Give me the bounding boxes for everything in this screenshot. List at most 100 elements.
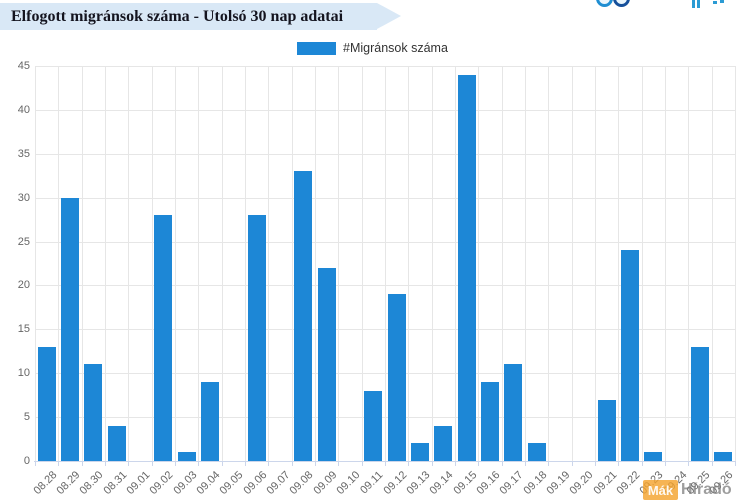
bar-09.25[interactable]	[691, 346, 709, 461]
x-axis-tick	[595, 462, 596, 466]
gridline-vertical	[501, 66, 503, 461]
watermark-site-text: Híradó	[681, 481, 732, 498]
x-axis-tick	[58, 462, 60, 466]
bar-08.29[interactable]	[61, 197, 79, 461]
bar-09.08[interactable]	[294, 171, 313, 461]
x-axis-tick	[35, 462, 36, 466]
bar-09.26[interactable]	[714, 452, 733, 461]
gridline-vertical	[548, 66, 550, 461]
x-axis-tick	[221, 462, 223, 466]
bar-09.23[interactable]	[644, 452, 663, 461]
bar-09.22[interactable]	[621, 250, 639, 461]
gridline-vertical	[268, 66, 270, 461]
gridline-vertical	[595, 66, 596, 461]
x-axis-tick	[105, 462, 106, 466]
y-axis-label: 40	[17, 103, 30, 116]
legend-label: #Migránsok száma	[343, 41, 448, 55]
ring-icon-left	[596, 0, 613, 7]
gridline-vertical	[665, 66, 666, 461]
gridline-vertical	[198, 66, 200, 461]
bar-chart: #Migránsok száma 0 5 10 15 20 25 30 35 40 45 08.28…	[0, 30, 739, 501]
bar-08.31[interactable]	[107, 425, 126, 461]
gridline-vertical	[408, 66, 410, 461]
x-axis-line	[34, 461, 736, 462]
gridline-vertical	[128, 66, 130, 461]
x-axis-tick	[618, 462, 620, 466]
gridline-vertical	[525, 66, 526, 461]
x-axis-tick	[385, 462, 386, 466]
gridline-vertical	[338, 66, 340, 461]
x-axis-tick	[455, 462, 456, 466]
x-axis-tick	[361, 462, 363, 466]
gridline-horizontal	[35, 66, 735, 67]
bar-09.14[interactable]	[434, 425, 453, 461]
bar-09.12[interactable]	[387, 294, 406, 461]
gridline-vertical	[361, 66, 363, 461]
x-axis-tick	[665, 462, 666, 466]
bar-09.09[interactable]	[317, 267, 336, 461]
page-title: Elfogott migránsok száma - Utolsó 30 nap…	[11, 7, 344, 25]
y-axis-label: 5	[23, 411, 30, 424]
gridline-vertical	[245, 66, 246, 461]
bar-09.16[interactable]	[481, 382, 499, 461]
bar-09.21[interactable]	[597, 399, 616, 461]
x-axis-tick	[268, 462, 270, 466]
rings-icon[interactable]	[594, 0, 636, 9]
bar-09.06[interactable]	[247, 215, 266, 461]
bar-09.04[interactable]	[201, 382, 219, 461]
bar-09.17[interactable]	[504, 364, 523, 461]
gridline-vertical	[315, 66, 316, 461]
x-axis-tick	[641, 462, 643, 466]
gridline-vertical	[478, 66, 480, 461]
x-axis-tick	[315, 462, 316, 466]
gridline-vertical	[105, 66, 106, 461]
bar-09.18[interactable]	[527, 443, 546, 461]
bar-08.28[interactable]	[37, 346, 56, 461]
bar-09.03[interactable]	[177, 452, 196, 461]
gridline-horizontal	[35, 153, 735, 155]
x-axis-tick	[408, 462, 410, 466]
y-axis-label: 45	[17, 60, 30, 72]
legend-swatch	[297, 41, 336, 55]
gridline-vertical	[151, 66, 153, 461]
bar-09.15[interactable]	[457, 74, 476, 461]
watermark-logo: Mák	[643, 480, 678, 500]
gridline-vertical	[618, 66, 620, 461]
x-axis-tick	[291, 462, 293, 466]
x-axis-tick	[151, 462, 153, 466]
gridline-vertical	[35, 66, 36, 461]
bar-08.30[interactable]	[84, 364, 103, 461]
watermark: Mák Híradó	[643, 480, 732, 500]
gridline-horizontal	[35, 197, 735, 199]
title-banner: Elfogott migránsok száma - Utolsó 30 nap…	[0, 3, 401, 30]
x-axis-tick	[548, 462, 550, 466]
social-icon-fragment-2[interactable]	[713, 0, 725, 6]
y-axis-label: 10	[17, 367, 30, 380]
gridline-vertical	[711, 66, 713, 461]
x-axis-tick	[688, 462, 690, 466]
legend-item[interactable]: #Migránsok száma	[297, 41, 448, 55]
x-axis-tick	[478, 462, 480, 466]
bar-09.11[interactable]	[364, 390, 383, 461]
x-axis-tick	[735, 462, 736, 466]
gridline-vertical	[431, 66, 433, 461]
gridline-vertical	[385, 66, 386, 461]
gridline-horizontal	[35, 241, 735, 243]
gridline-vertical	[641, 66, 643, 461]
social-icon-fragment[interactable]	[692, 0, 702, 8]
x-axis-tick	[245, 462, 246, 466]
bar-09.13[interactable]	[411, 443, 429, 461]
bar-09.02[interactable]	[154, 215, 173, 461]
gridline-vertical	[291, 66, 293, 461]
gridline-vertical	[221, 66, 223, 461]
x-axis-tick	[81, 462, 83, 466]
ring-icon-right	[613, 0, 630, 7]
gridline-vertical	[735, 66, 736, 461]
y-axis-label: 25	[17, 235, 30, 248]
gridline-vertical	[58, 66, 60, 461]
y-axis-label: 20	[17, 279, 30, 292]
gridline-vertical	[571, 66, 573, 461]
y-axis-label: 0	[23, 455, 30, 467]
x-axis-tick	[431, 462, 433, 466]
x-axis-tick	[501, 462, 503, 466]
